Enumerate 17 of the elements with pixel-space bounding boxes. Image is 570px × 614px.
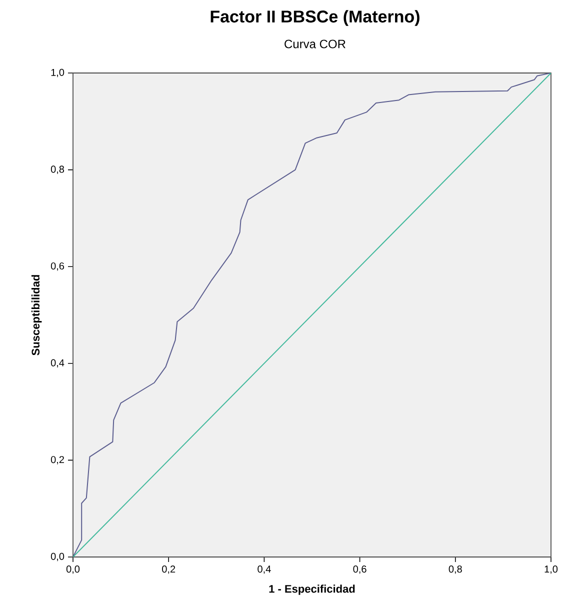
y-tick-label: 0,2 [50,456,64,464]
x-tick-label: 0,8 [448,566,462,574]
y-tick-label: 0,8 [50,166,64,174]
y-axis-title: Susceptibilidad [31,275,42,356]
x-tick-label: 0,0 [66,566,80,574]
y-tick-label: 0,4 [50,359,64,368]
x-tick-label: 0,6 [353,566,366,574]
x-tick-label: 1,0 [544,566,558,574]
chart-title: Factor II BBSCe (Materno) [210,10,420,26]
x-tick-label: 0,4 [258,566,271,574]
line-series [72,73,551,557]
x-tick-label: 0,2 [162,566,176,574]
y-tick-label: 0,0 [50,552,64,562]
chart-subtitle: Curva COR [284,40,346,48]
y-tick-label: 1,0 [51,68,64,78]
y-tick-label: 0,6 [50,262,64,271]
x-axis-title: 1 - Especificidad [269,584,355,595]
